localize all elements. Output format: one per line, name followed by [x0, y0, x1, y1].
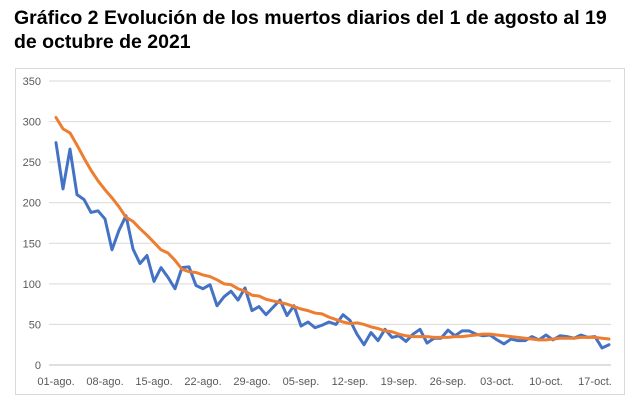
y-tick-label: 350: [23, 76, 41, 88]
series-line-average: [54, 116, 611, 342]
x-tick-label: 12-sep.: [332, 376, 369, 388]
x-tick-label: 03-oct.: [480, 376, 514, 388]
series-line-daily: [54, 141, 611, 350]
y-tick-label: 150: [23, 238, 41, 250]
x-tick-label: 15-ago.: [135, 376, 172, 388]
y-tick-label: 50: [29, 319, 41, 331]
chart-title: Gráfico 2 Evolución de los muertos diari…: [14, 7, 607, 53]
x-tick-label: 17-oct.: [578, 376, 612, 388]
x-tick-label: 22-ago.: [184, 376, 221, 388]
x-tick-label: 26-sep.: [430, 376, 467, 388]
y-tick-label: 0: [35, 360, 41, 372]
x-tick-label: 08-ago.: [86, 376, 123, 388]
x-tick-label: 01-ago.: [37, 376, 74, 388]
x-tick-label: 29-ago.: [233, 376, 270, 388]
y-tick-label: 200: [23, 198, 41, 210]
y-tick-label: 250: [23, 157, 41, 169]
x-tick-label: 19-sep.: [381, 376, 418, 388]
x-tick-label: 05-sep.: [283, 376, 320, 388]
y-tick-label: 300: [23, 117, 41, 129]
y-tick-label: 100: [23, 279, 41, 291]
x-tick-label: 10-oct.: [529, 376, 563, 388]
